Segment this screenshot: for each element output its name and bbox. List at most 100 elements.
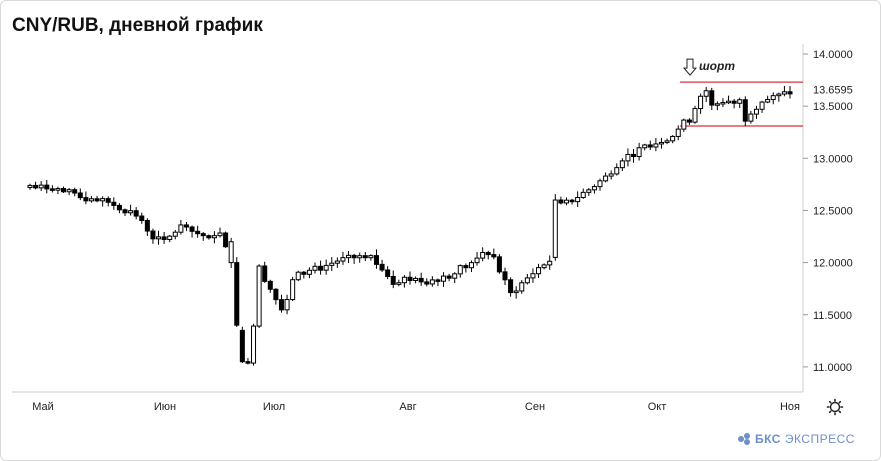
candle-up <box>251 325 257 364</box>
candle-down <box>463 265 469 269</box>
candle-up <box>541 264 547 269</box>
candle-up <box>781 91 787 95</box>
candle-up <box>295 271 301 281</box>
candle-up <box>312 265 318 271</box>
candle-down <box>787 91 793 95</box>
candle-up <box>530 273 536 279</box>
candle-up <box>368 255 374 259</box>
candle-down <box>351 254 357 259</box>
candle-up <box>675 128 681 137</box>
date-tick-label: Ноя <box>780 401 800 413</box>
candle-up <box>66 189 72 193</box>
candle-up <box>452 273 458 279</box>
logo-brand: БКС <box>755 432 781 446</box>
candles <box>27 85 793 366</box>
gear-icon[interactable] <box>826 398 844 416</box>
candle-down <box>200 233 206 237</box>
candle-down <box>390 275 396 285</box>
candle-up <box>619 160 625 169</box>
candle-up <box>536 267 542 275</box>
candle-down <box>647 144 653 148</box>
candle-up <box>306 269 312 275</box>
candle-up <box>480 252 486 259</box>
candle-up <box>759 101 765 110</box>
candle-down <box>49 188 55 191</box>
date-tick-label: Сен <box>525 401 545 413</box>
candle-down <box>418 277 424 283</box>
candle-down <box>278 299 284 311</box>
candle-down <box>373 255 379 265</box>
candle-up <box>748 113 754 122</box>
candle-down <box>508 279 514 294</box>
date-axis: Май Июн Июл Авг Сен Окт Ноя <box>12 391 803 413</box>
candle-down <box>61 188 67 193</box>
candle-up <box>737 99 743 104</box>
candle-down <box>424 281 430 285</box>
candle-up <box>636 147 642 158</box>
candle-up <box>681 119 687 130</box>
candle-up <box>580 191 586 199</box>
candle-up <box>776 93 782 97</box>
date-tick-label: Окт <box>648 401 667 413</box>
candle-up <box>228 241 234 264</box>
candle-up <box>457 265 463 275</box>
candle-down <box>239 329 245 363</box>
candle-up <box>513 290 519 294</box>
candle-down <box>189 226 195 232</box>
price-tick-label: 12.0000 <box>813 258 853 270</box>
candle-up <box>396 282 402 285</box>
candle-down <box>77 192 83 199</box>
candle-down <box>83 197 89 202</box>
candle-up <box>658 141 664 145</box>
candle-down <box>44 184 50 190</box>
candle-up <box>524 277 530 284</box>
candle-up <box>692 108 698 123</box>
candle-down <box>206 235 212 239</box>
candle-up <box>27 184 33 189</box>
candle-up <box>357 255 363 259</box>
price-tick-label: 11.0000 <box>813 362 852 374</box>
candle-down <box>183 224 189 228</box>
candle-up <box>614 167 620 175</box>
candle-up <box>552 199 558 258</box>
candle-up <box>100 198 106 202</box>
candle-down <box>144 220 150 232</box>
candle-up <box>547 260 553 266</box>
candle-up <box>211 235 217 239</box>
candle-up <box>329 262 335 266</box>
price-tick-label: 14.0000 <box>813 49 853 61</box>
candle-up <box>720 101 726 105</box>
candle-up <box>625 153 631 162</box>
candle-down <box>105 198 111 203</box>
candle-up <box>172 231 178 237</box>
chart-title: CNY/RUB, дневной график <box>12 15 263 36</box>
annotation: шорт <box>682 58 735 76</box>
candle-up <box>401 276 407 284</box>
candle-down <box>267 280 273 290</box>
logo-product: ЭКСПРЕСС <box>784 432 855 446</box>
bks-logo: БКС ЭКСПРЕСС <box>738 431 855 447</box>
candle-up <box>726 100 732 104</box>
candle-up <box>770 95 776 101</box>
candle-up <box>128 210 134 214</box>
candle-up <box>642 144 648 149</box>
candle-down <box>558 199 564 204</box>
candle-up <box>323 264 329 271</box>
candle-down <box>150 230 156 240</box>
candle-up <box>664 140 670 143</box>
candle-down <box>446 275 452 279</box>
candle-up <box>284 299 290 311</box>
candle-up <box>670 135 676 142</box>
candle-up <box>597 180 603 188</box>
price-tick-label: 13.5000 <box>813 101 853 113</box>
candle-down <box>234 262 240 326</box>
price-axis: 14.0000 13.5000 13.0000 12.5000 12.0000 11.50… <box>802 44 853 392</box>
candle-up <box>290 279 296 301</box>
candle-up <box>519 282 525 292</box>
candle-down <box>122 209 128 214</box>
candle-up <box>753 108 759 115</box>
candle-down <box>33 184 39 189</box>
candle-up <box>346 254 352 259</box>
arrow-down-icon <box>682 58 698 76</box>
